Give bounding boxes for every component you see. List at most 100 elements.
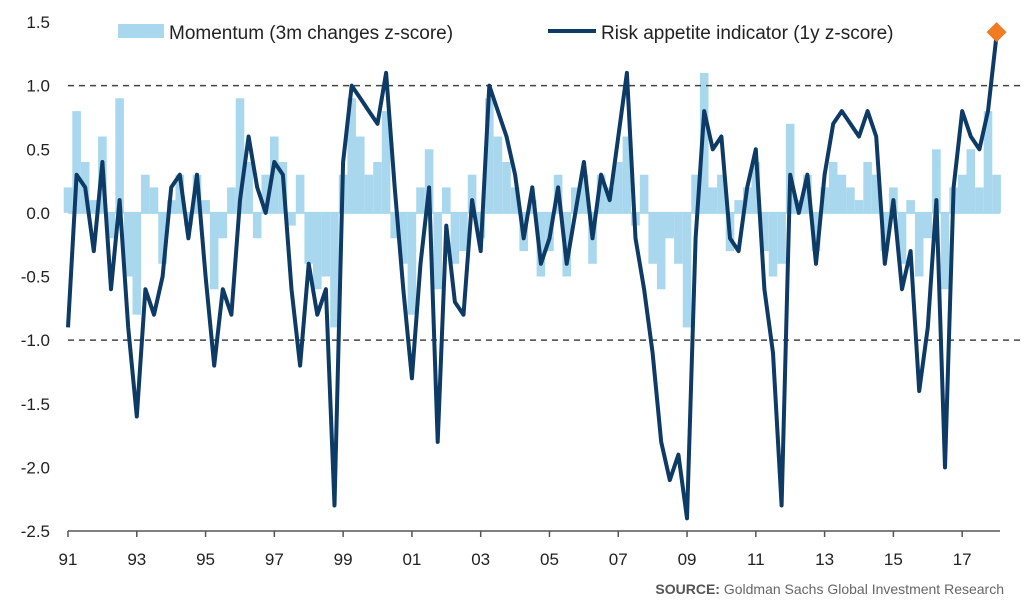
source-note: SOURCE: Goldman Sachs Global Investment …: [655, 581, 1004, 597]
momentum-bar: [407, 212, 417, 315]
x-tick-label: 11: [747, 550, 765, 569]
momentum-bar: [639, 174, 649, 213]
momentum-bar: [149, 187, 159, 213]
momentum-bar: [141, 174, 150, 213]
chart: 1.51.00.50.0-0.5-1.0-1.5-2.0-2.5 91 93 95 9…: [21, 13, 1020, 569]
momentum-bar: [235, 98, 245, 213]
momentum-bar: [356, 136, 365, 213]
momentum-bar: [975, 187, 984, 213]
momentum-bar: [485, 98, 494, 213]
y-tick-label: -1.0: [21, 331, 50, 350]
y-axis: 1.5 1.0 0.5 0.0 -0.5 -1.0 -1.5 -2.0 -2.5: [21, 13, 50, 541]
momentum-bar: [656, 212, 666, 290]
momentum-bar: [906, 200, 915, 213]
momentum-bar: [270, 136, 279, 213]
legend-swatch-momentum: [118, 24, 164, 38]
momentum-bar: [622, 136, 632, 213]
momentum-bar: [820, 187, 829, 213]
momentum-bar: [390, 212, 399, 239]
momentum-bar: [932, 149, 941, 213]
momentum-bar: [510, 187, 520, 213]
x-axis: 91 93 95 97 99 01 03 05 07 09 11 13 15 17: [59, 531, 972, 569]
momentum-bar: [493, 136, 503, 213]
momentum-bar: [295, 174, 305, 213]
legend-label-risk: Risk appetite indicator (1y z-score): [601, 23, 894, 44]
momentum-bar: [442, 187, 451, 213]
momentum-bar: [992, 174, 1001, 213]
reference-lines: [68, 84, 1020, 341]
momentum-bar: [717, 174, 726, 213]
momentum-bar: [536, 212, 546, 277]
momentum-bar: [123, 212, 133, 277]
momentum-bar: [648, 212, 657, 264]
momentum-bar: [450, 212, 460, 264]
momentum-bar: [72, 111, 81, 213]
momentum-bar: [682, 212, 692, 328]
momentum-bar: [854, 200, 864, 213]
momentum-bar: [863, 162, 872, 213]
momentum-bar: [467, 174, 477, 213]
momentum-bar: [596, 174, 606, 213]
momentum-bar: [433, 212, 442, 290]
momentum-bar: [579, 174, 589, 213]
momentum-bar: [209, 212, 219, 290]
y-tick-label: 1.0: [26, 77, 50, 96]
x-tick-label: 01: [402, 550, 421, 569]
momentum-bar: [381, 111, 391, 213]
legend: Momentum (3m changes z-score) Risk appet…: [118, 23, 894, 44]
momentum-bar: [287, 212, 296, 226]
x-tick-label: 91: [59, 550, 78, 569]
momentum-bar: [966, 149, 976, 213]
momentum-bar: [777, 212, 786, 264]
momentum-bar: [132, 212, 142, 315]
momentum-bar: [321, 212, 331, 277]
momentum-bar: [63, 187, 73, 213]
momentum-bar: [175, 174, 185, 213]
x-tick-label: 07: [609, 550, 628, 569]
momentum-bar: [983, 111, 993, 213]
momentum-bar: [665, 212, 675, 239]
x-tick-label: 09: [678, 550, 697, 569]
momentum-bar: [785, 123, 795, 213]
momentum-bar: [252, 212, 262, 239]
x-tick-label: 95: [196, 550, 215, 569]
momentum-bar: [923, 212, 933, 239]
momentum-bar: [244, 162, 253, 213]
y-tick-label: -2.0: [21, 458, 50, 477]
momentum-bar: [734, 200, 743, 213]
risk-appetite-line: [66, 34, 999, 521]
momentum-bar: [760, 212, 769, 252]
momentum-bar: [106, 212, 116, 239]
momentum-bar: [502, 162, 511, 213]
y-tick-label: 0.5: [26, 140, 50, 159]
momentum-bar: [313, 212, 322, 290]
momentum-bar: [691, 174, 700, 213]
x-tick-label: 05: [540, 550, 559, 569]
momentum-bar: [330, 212, 339, 328]
x-tick-label: 93: [127, 550, 146, 569]
momentum-bar: [837, 174, 847, 213]
x-tick-label: 13: [815, 550, 834, 569]
momentum-bar: [201, 200, 210, 213]
momentum-bar: [811, 212, 821, 252]
momentum-bar: [957, 174, 967, 213]
momentum-bar: [227, 187, 236, 213]
momentum-bar: [708, 187, 718, 213]
momentum-bar: [304, 212, 313, 264]
momentum-bar: [261, 174, 271, 213]
momentum-bar: [459, 212, 468, 252]
momentum-bar: [846, 187, 855, 213]
momentum-bar: [571, 187, 580, 213]
momentum-bar: [158, 212, 167, 264]
x-tick-label: 15: [884, 550, 903, 569]
momentum-bar: [828, 162, 838, 213]
y-tick-label: -1.5: [21, 395, 50, 414]
legend-label-momentum: Momentum (3m changes z-score): [169, 23, 453, 44]
momentum-bar: [347, 98, 356, 213]
momentum-bar: [424, 149, 434, 213]
momentum-bar: [751, 162, 761, 213]
momentum-bar: [184, 212, 193, 226]
x-tick-label: 97: [265, 550, 284, 569]
momentum-bar: [562, 212, 571, 277]
momentum-bar: [674, 212, 683, 264]
